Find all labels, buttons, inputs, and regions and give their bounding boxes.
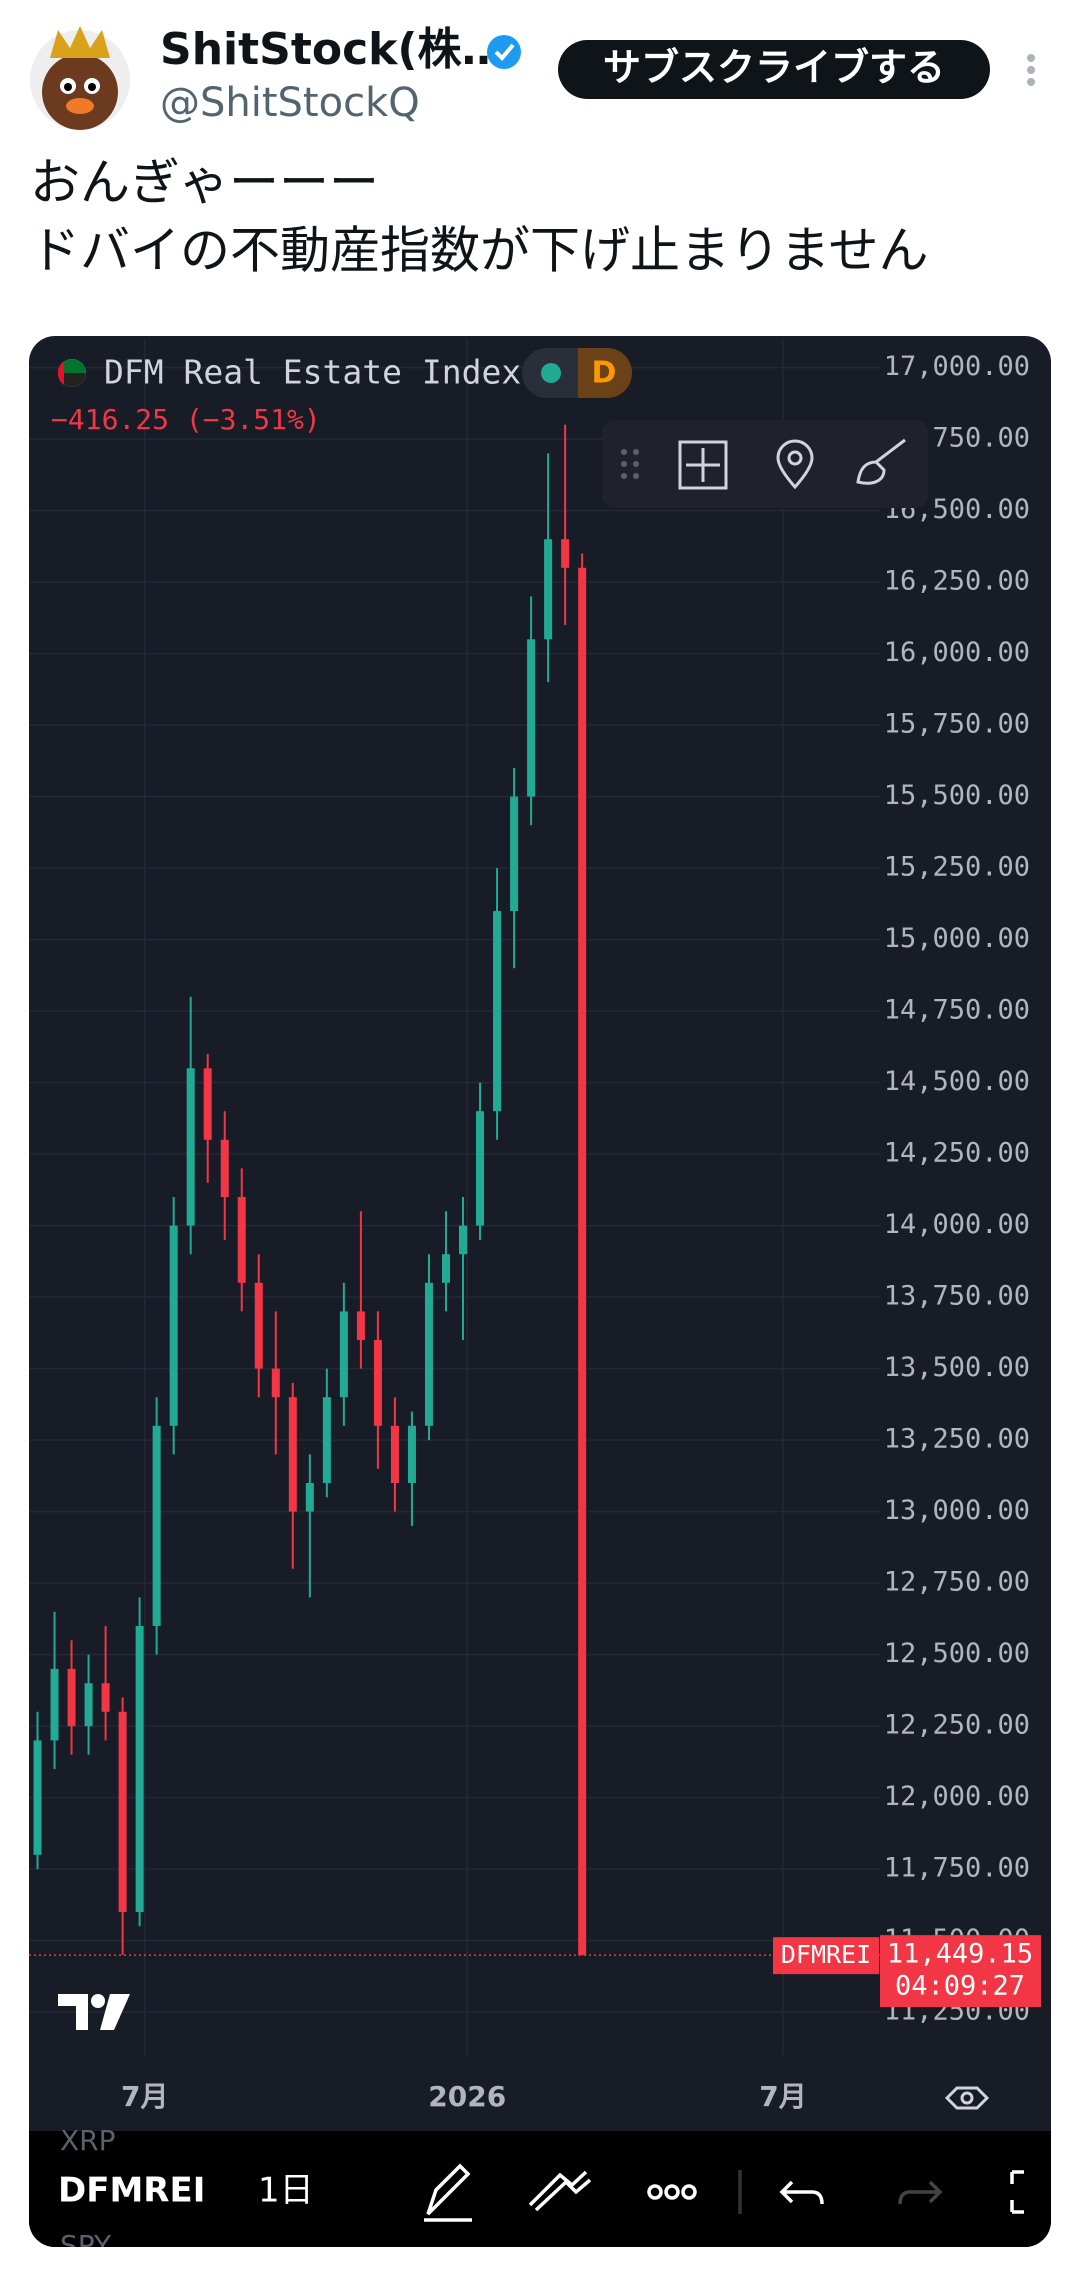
candle-body bbox=[322, 1397, 331, 1483]
undo-button[interactable] bbox=[779, 2180, 824, 2205]
x-tick-label: 7月 bbox=[121, 2080, 168, 2113]
y-tick-label: 15,250.00 bbox=[884, 852, 1030, 883]
watchlist-item[interactable]: SPY bbox=[60, 2229, 112, 2262]
candle-body bbox=[561, 539, 570, 568]
candle-body bbox=[101, 1683, 110, 1712]
y-tick-label: 16,250.00 bbox=[884, 566, 1030, 597]
candle-body bbox=[84, 1683, 93, 1727]
y-tick-label: 13,250.00 bbox=[884, 1424, 1030, 1455]
verified-check bbox=[494, 43, 515, 61]
candle-body bbox=[544, 539, 553, 640]
line-tool-button[interactable] bbox=[528, 2170, 592, 2212]
subscribe-label[interactable]: サブスクライブする bbox=[603, 46, 945, 90]
settings-button[interactable] bbox=[944, 2086, 990, 2110]
y-tick-label: 11,750.00 bbox=[884, 1853, 1030, 1884]
author-name[interactable]: ShitStock(株… bbox=[160, 24, 506, 75]
candle-body bbox=[152, 1425, 161, 1626]
y-tick-label: 17,000.00 bbox=[884, 351, 1030, 382]
candle-body bbox=[288, 1397, 297, 1512]
y-tick-label: 12,250.00 bbox=[884, 1710, 1030, 1741]
plot: 11,250.0011,500.0011,750.0012,000.0012,2… bbox=[29, 339, 1041, 2113]
y-tick-label: 15,000.00 bbox=[884, 923, 1030, 954]
brush-tool[interactable] bbox=[856, 438, 906, 485]
draw-button[interactable] bbox=[424, 2163, 472, 2222]
interval-button[interactable]: 1日 bbox=[258, 2171, 314, 2211]
price-tag bbox=[880, 1935, 1041, 2008]
y-tick-label: 13,000.00 bbox=[884, 1495, 1030, 1526]
candle-body bbox=[459, 1225, 468, 1255]
subscribe-button[interactable] bbox=[558, 40, 990, 99]
candle-body bbox=[493, 911, 502, 1112]
candle-body bbox=[373, 1340, 382, 1426]
y-tick-label: 12,500.00 bbox=[884, 1638, 1030, 1669]
candle-body bbox=[476, 1111, 485, 1226]
y-tick-label: 14,750.00 bbox=[884, 995, 1030, 1026]
candle-body bbox=[527, 639, 536, 797]
y-tick-label: 15,750.00 bbox=[884, 709, 1030, 740]
y-tick-label: 14,000.00 bbox=[884, 1209, 1030, 1240]
pin-tool[interactable] bbox=[776, 439, 814, 490]
y-tick-label: 13,750.00 bbox=[884, 1281, 1030, 1312]
more-menu[interactable] bbox=[1027, 54, 1035, 86]
candle-body bbox=[578, 567, 587, 1956]
candle-body bbox=[390, 1425, 399, 1483]
symbol-tag bbox=[773, 1937, 879, 1975]
x-tick-label: 7月 bbox=[759, 2080, 806, 2113]
chart-title: DFM Real Estate Index bbox=[104, 353, 521, 392]
candle-body bbox=[510, 796, 519, 911]
symbol-tag-label: DFMREI bbox=[781, 1940, 871, 1969]
candle-body bbox=[33, 1740, 42, 1855]
y-tick-label: 13,500.00 bbox=[884, 1352, 1030, 1383]
interval-badge: D bbox=[592, 356, 617, 391]
avatar[interactable] bbox=[30, 26, 130, 130]
candle-body bbox=[67, 1668, 76, 1727]
candle-body bbox=[237, 1197, 246, 1283]
candle-body bbox=[254, 1282, 263, 1369]
y-tick-label: 16,000.00 bbox=[884, 637, 1030, 668]
chart-background bbox=[29, 336, 1051, 2247]
watchlist-item[interactable]: XRP bbox=[60, 2124, 116, 2157]
candle-body bbox=[50, 1668, 59, 1741]
candle-body bbox=[118, 1711, 127, 1912]
candle-body bbox=[271, 1368, 280, 1398]
candle-body bbox=[441, 1254, 450, 1283]
y-tick-label: 15,500.00 bbox=[884, 780, 1030, 811]
candle-body bbox=[424, 1282, 433, 1426]
move-tool[interactable] bbox=[678, 440, 728, 490]
x-tick-label: 2026 bbox=[428, 2080, 506, 2113]
redo-button[interactable] bbox=[898, 2180, 943, 2205]
fullscreen-button[interactable] bbox=[1010, 2170, 1024, 2214]
author-handle[interactable]: @ShitStockQ bbox=[160, 80, 420, 126]
change-label: −416.25 (−3.51%) bbox=[51, 403, 321, 436]
post-text: ドバイの不動産指数が下げ止まりません bbox=[30, 222, 929, 280]
candle-body bbox=[186, 1068, 195, 1226]
candle-body bbox=[220, 1139, 229, 1197]
y-tick-label: 14,250.00 bbox=[884, 1138, 1030, 1169]
candle-body bbox=[305, 1483, 314, 1512]
chart-card: 11,250.0011,500.0011,750.0012,000.0012,2… bbox=[29, 336, 1051, 2262]
tradingview-logo[interactable] bbox=[58, 1994, 130, 2030]
verified-badge bbox=[487, 35, 521, 69]
price-tag-label: 11,449.15 bbox=[887, 1939, 1033, 1970]
candle-body bbox=[407, 1425, 416, 1483]
bottom-toolbar bbox=[29, 2131, 1051, 2247]
candle-body bbox=[169, 1225, 178, 1426]
y-tick-label: 12,000.00 bbox=[884, 1781, 1030, 1812]
countdown-label: 04:09:27 bbox=[895, 1971, 1025, 2002]
candle-body bbox=[356, 1311, 365, 1340]
overlay: DFM Real Estate Index D −416.25 (−3.51%) bbox=[29, 348, 1051, 2262]
candle-body bbox=[135, 1626, 144, 1912]
post-text: おんぎゃーーー bbox=[30, 154, 379, 212]
candle-body bbox=[203, 1068, 212, 1140]
candle-body bbox=[339, 1311, 348, 1398]
y-tick-label: 12,750.00 bbox=[884, 1567, 1030, 1598]
y-tick-label: 14,500.00 bbox=[884, 1066, 1030, 1097]
symbol-button[interactable]: DFMREI bbox=[58, 2171, 205, 2211]
